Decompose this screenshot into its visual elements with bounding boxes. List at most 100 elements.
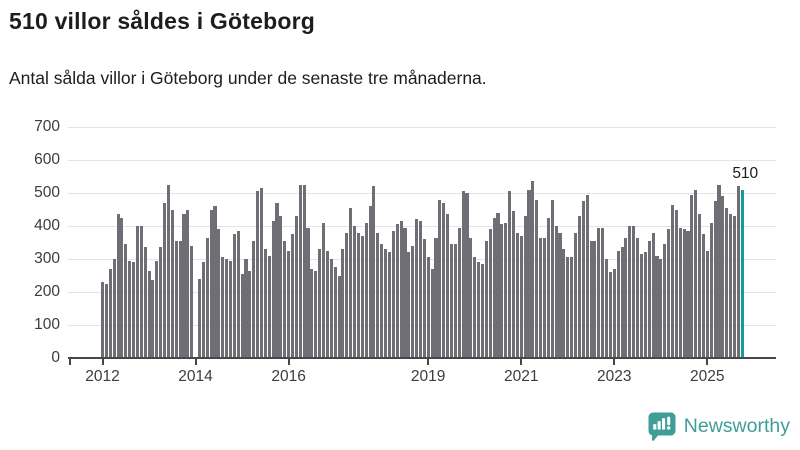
gridline [68,325,776,326]
bar [310,268,314,358]
bar [667,229,671,358]
bar [384,249,388,358]
bar [395,224,399,358]
bar [337,275,341,358]
bar [705,250,709,358]
bar [527,189,531,358]
bar [190,245,194,358]
bar [101,282,105,358]
bar [163,202,167,358]
y-axis-tick-label: 400 [34,217,60,234]
gridline [68,259,776,260]
bar [147,270,151,358]
gridline [68,160,776,161]
y-axis-tick-label: 200 [34,283,60,300]
bar [298,184,302,358]
bar [515,232,519,358]
x-axis-tick-label: 2023 [597,368,632,385]
bar [511,211,516,358]
brand-footer[interactable]: Newsworthy [647,411,790,442]
bar [341,249,345,358]
y-axis-tick-label: 700 [34,118,60,135]
bar [221,257,225,358]
bar [159,247,163,358]
bar [674,209,678,358]
bar [577,216,581,358]
x-axis-tick-label: 2019 [410,368,446,385]
bar [259,188,264,358]
bar [566,257,570,358]
x-axis-tick-label: 2025 [690,368,725,385]
x-axis-tick [613,359,616,365]
y-axis-tick-label: 100 [34,316,60,333]
y-axis-tick-label: 500 [34,184,60,201]
bar [112,259,116,358]
bar [539,237,543,358]
bar [314,270,318,358]
bar [717,184,721,358]
bar [589,240,593,358]
bar [488,229,492,358]
bar [403,227,407,358]
bar [209,209,213,358]
bar [636,237,640,358]
bar [682,229,686,358]
bar [465,193,469,358]
gridline [68,292,776,293]
x-axis-tick [520,359,523,365]
bar [368,206,372,358]
bar [581,201,585,358]
bar [360,235,364,358]
bar [721,196,725,358]
bar [709,222,713,358]
bar [570,257,574,358]
x-axis-tick [706,359,709,365]
y-axis-tick-label: 0 [51,349,60,366]
bar [290,234,295,358]
bar [411,245,415,358]
bar [197,278,202,358]
gridline [68,193,776,194]
bar [480,263,485,358]
bar [364,222,368,358]
bar [729,214,733,358]
bar [713,201,717,358]
bar [391,230,395,358]
bar [655,255,659,358]
bar [380,244,384,358]
bar [670,204,674,358]
bar [333,267,337,358]
bar [616,250,620,358]
x-axis-tick [287,359,290,365]
bar [492,217,496,358]
bar [124,244,128,358]
bar [701,234,706,358]
bar [228,260,233,358]
bar [128,260,132,358]
bar [104,283,108,358]
bar [302,184,306,358]
bar [554,226,558,358]
bar [225,259,229,358]
bar [353,226,357,358]
bar [628,226,632,358]
bar [496,212,500,358]
bar [725,207,729,358]
bar [477,262,481,358]
bar [376,232,380,358]
bar [170,209,174,358]
bar [624,237,628,358]
bar [542,237,547,358]
bar [232,234,236,358]
x-axis-tick-label: 2014 [178,368,213,385]
bar [442,202,446,358]
bar [500,224,504,358]
x-axis-tick-label: 2021 [503,368,539,385]
bar [108,268,112,358]
bar [248,270,252,358]
bar [182,214,186,358]
chart-title: 510 villor såldes i Göteborg [9,8,315,34]
bar [426,257,430,358]
bar [453,244,457,358]
brand-name: Newsworthy [683,415,790,437]
